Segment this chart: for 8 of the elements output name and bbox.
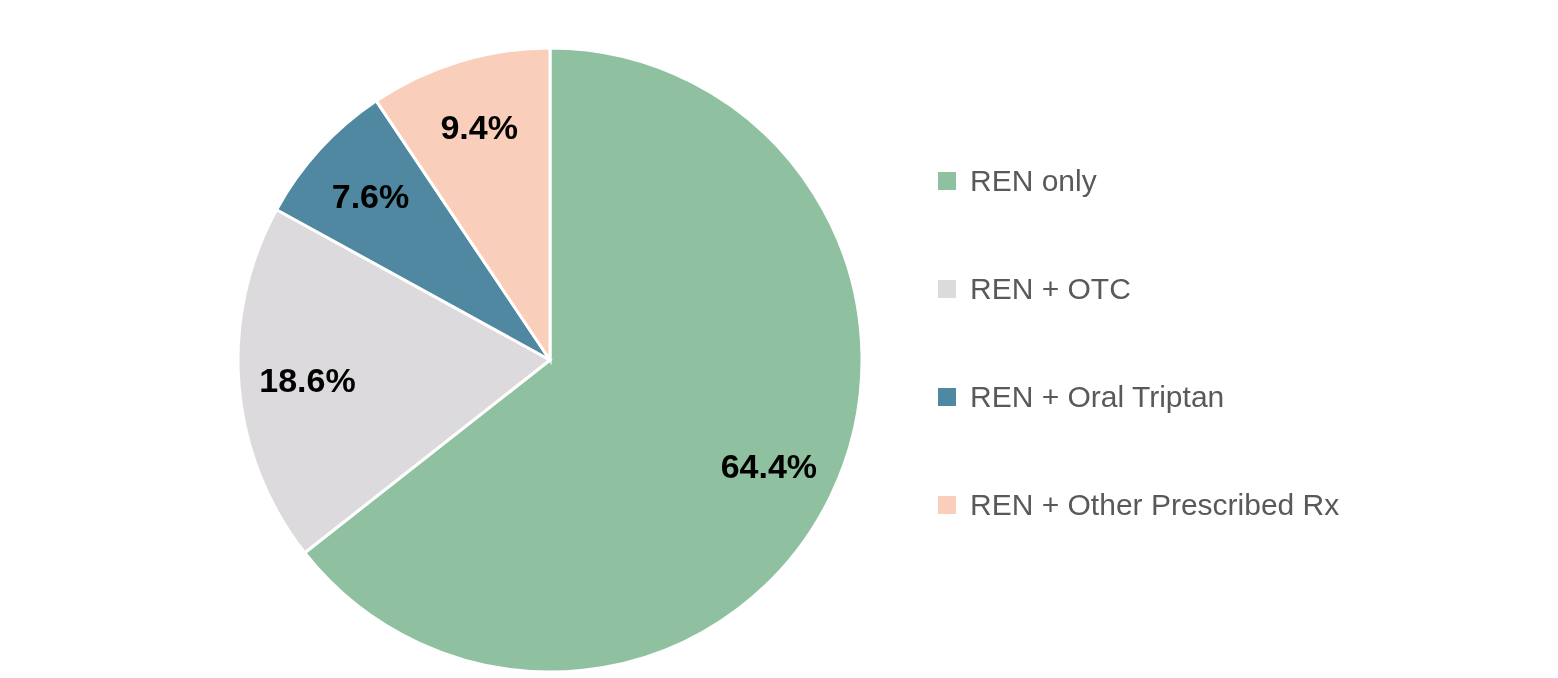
data-label: 64.4% <box>720 447 818 486</box>
legend-label: REN only <box>970 164 1097 198</box>
data-label: 18.6% <box>259 360 356 399</box>
legend-label: REN + Oral Triptan <box>970 380 1225 414</box>
legend-label: REN + Other Prescribed Rx <box>970 488 1340 522</box>
legend-label: REN + OTC <box>970 272 1131 306</box>
data-label: 9.4% <box>440 108 518 147</box>
data-label: 7.6% <box>331 176 410 215</box>
